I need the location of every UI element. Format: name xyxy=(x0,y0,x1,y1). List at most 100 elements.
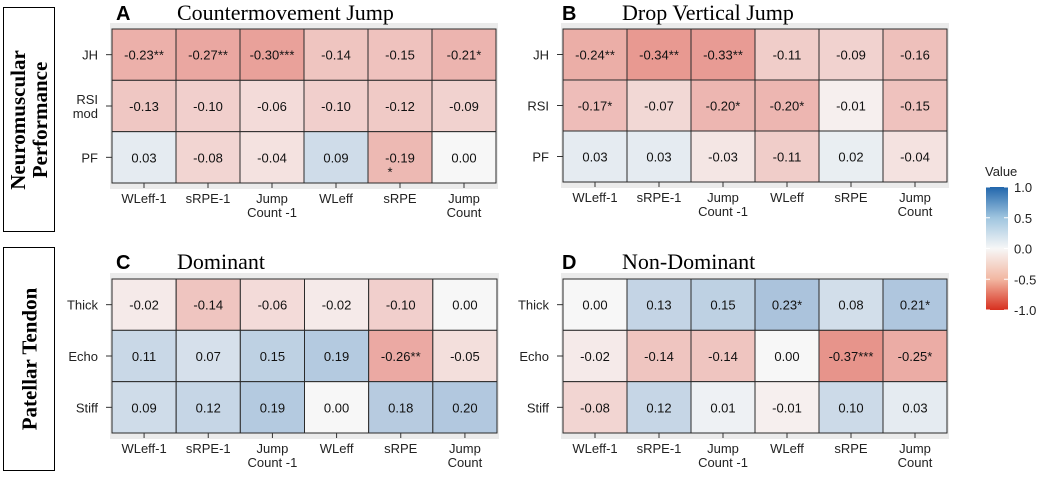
legend-tick-label: -1.0 xyxy=(1014,303,1036,318)
row-label: RSI xyxy=(527,99,549,114)
heatmap-cell xyxy=(431,28,497,81)
column-label: Jump Count xyxy=(448,441,483,470)
heatmap-cell xyxy=(239,381,305,434)
cell-value-label: -0.10 xyxy=(321,99,351,114)
column-label: WLeff xyxy=(319,191,353,206)
cell-value-label: -0.04 xyxy=(900,150,930,165)
heatmap-cell xyxy=(754,381,820,434)
cell-value-label: -0.19 xyxy=(385,150,415,165)
cell-value-label: -0.08 xyxy=(193,150,223,165)
cell-value-label: -0.14 xyxy=(644,349,674,364)
legend-title: Value xyxy=(985,164,1017,179)
heatmap-cell xyxy=(882,130,948,183)
cell-value-label: -0.05 xyxy=(450,349,480,364)
column-label: Jump Count xyxy=(447,191,482,220)
cell-value-label: 0.08 xyxy=(838,298,863,313)
heatmap-cell xyxy=(754,28,820,81)
legend-tick-label: 1.0 xyxy=(1014,180,1032,195)
heatmap-cell xyxy=(690,28,756,81)
cell-value-label: 0.15 xyxy=(260,349,285,364)
cell-value-label: -0.26** xyxy=(381,349,421,364)
panel-title: Non-Dominant xyxy=(622,249,755,274)
heatmap-cell xyxy=(754,329,820,383)
row-label: JH xyxy=(533,48,549,63)
heatmap-cell xyxy=(882,329,948,383)
cell-value-label: -0.03 xyxy=(708,150,738,165)
cell-value-label: 0.09 xyxy=(131,400,156,415)
cell-value-label: -0.08 xyxy=(580,400,610,415)
heatmap-cell xyxy=(562,278,628,331)
heatmap-cell xyxy=(368,329,434,383)
panel-letter: D xyxy=(562,252,576,274)
cell-value-label: -0.11 xyxy=(773,150,802,165)
heatmap-cell xyxy=(690,278,756,331)
cell-value-label: -0.02 xyxy=(129,298,159,313)
cell-value-label: -0.11 xyxy=(773,48,802,63)
cell-value-label: 0.02 xyxy=(838,150,863,165)
cell-significance-label: * xyxy=(387,164,392,179)
legend-tick-label: 0.5 xyxy=(1014,211,1032,226)
side-label-patellar-tendon: Patellar Tendon xyxy=(3,247,55,471)
heatmap-cell xyxy=(175,381,241,434)
column-label: WLeff-1 xyxy=(572,441,617,456)
heatmap-cell xyxy=(882,381,948,434)
cell-value-label: -0.17* xyxy=(578,99,613,114)
row-label: Thick xyxy=(518,298,550,313)
side-label-neuromuscular-performance: Neuromuscular Performance xyxy=(3,7,55,232)
heatmap-cell xyxy=(562,79,628,132)
heatmap-cell xyxy=(882,79,948,132)
heatmap-cell xyxy=(754,278,820,331)
panel-title: Drop Vertical Jump xyxy=(622,0,794,25)
heatmap-cell xyxy=(303,79,369,133)
cell-value-label: -0.04 xyxy=(257,150,287,165)
cell-value-label: -0.20* xyxy=(770,99,805,114)
cell-value-label: -0.06 xyxy=(258,298,288,313)
heatmap-cell xyxy=(818,278,884,331)
row-label: Echo xyxy=(519,349,549,364)
legend-colorbar xyxy=(986,187,1008,310)
cell-value-label: 0.01 xyxy=(710,400,735,415)
heatmap-cell xyxy=(239,131,305,184)
column-label: WLeff-1 xyxy=(121,191,166,206)
row-label: JH xyxy=(82,48,98,63)
row-label: Thick xyxy=(67,298,99,313)
cell-value-label: -0.02 xyxy=(580,349,610,364)
cell-value-label: 0.12 xyxy=(646,400,671,415)
cell-value-label: -0.23** xyxy=(124,48,164,63)
cell-value-label: 0.00 xyxy=(451,150,476,165)
column-label: sRPE-1 xyxy=(186,441,231,456)
column-label: WLeff-1 xyxy=(572,190,617,205)
column-label: Jump Count xyxy=(898,190,933,219)
cell-value-label: -0.30*** xyxy=(250,48,295,63)
cell-value-label: 0.10 xyxy=(838,400,863,415)
heatmap-cell xyxy=(562,130,628,183)
column-label: sRPE-1 xyxy=(186,191,231,206)
column-label: sRPE xyxy=(384,441,418,456)
cell-value-label: -0.21* xyxy=(447,48,482,63)
cell-value-label: -0.16 xyxy=(900,48,930,63)
cell-value-label: -0.09 xyxy=(449,99,479,114)
cell-value-label: -0.37*** xyxy=(829,349,874,364)
heatmap-cell xyxy=(818,130,884,183)
cell-value-label: -0.07 xyxy=(644,99,674,114)
cell-value-label: -0.01 xyxy=(836,99,866,114)
heatmap-cell xyxy=(367,131,433,184)
cell-value-label: -0.09 xyxy=(836,48,866,63)
cell-value-label: -0.15 xyxy=(900,99,930,114)
heatmap-cell xyxy=(304,381,370,434)
heatmap-cell xyxy=(303,131,369,184)
column-label: Jump Count -1 xyxy=(247,191,297,220)
heatmap-cell xyxy=(111,28,177,81)
panel-dominant: C Dominant -0.02 -0.14 -0.06 -0.02 -0.10 0.00 0.… xyxy=(67,249,499,470)
column-label: sRPE-1 xyxy=(637,190,682,205)
heatmap-cell xyxy=(818,329,884,383)
row-label: PF xyxy=(81,150,98,165)
column-label: WLeff xyxy=(770,441,804,456)
cell-value-label: -0.27** xyxy=(188,48,228,63)
panel-non-dominant: D Non-Dominant 0.00 0.13 0.15 0.23* 0.08 0.21* -… xyxy=(518,249,949,470)
column-label: sRPE xyxy=(834,190,868,205)
cell-value-label: 0.11 xyxy=(132,349,156,364)
cell-value-label: -0.25* xyxy=(898,349,933,364)
cell-value-label: -0.14 xyxy=(193,298,223,313)
